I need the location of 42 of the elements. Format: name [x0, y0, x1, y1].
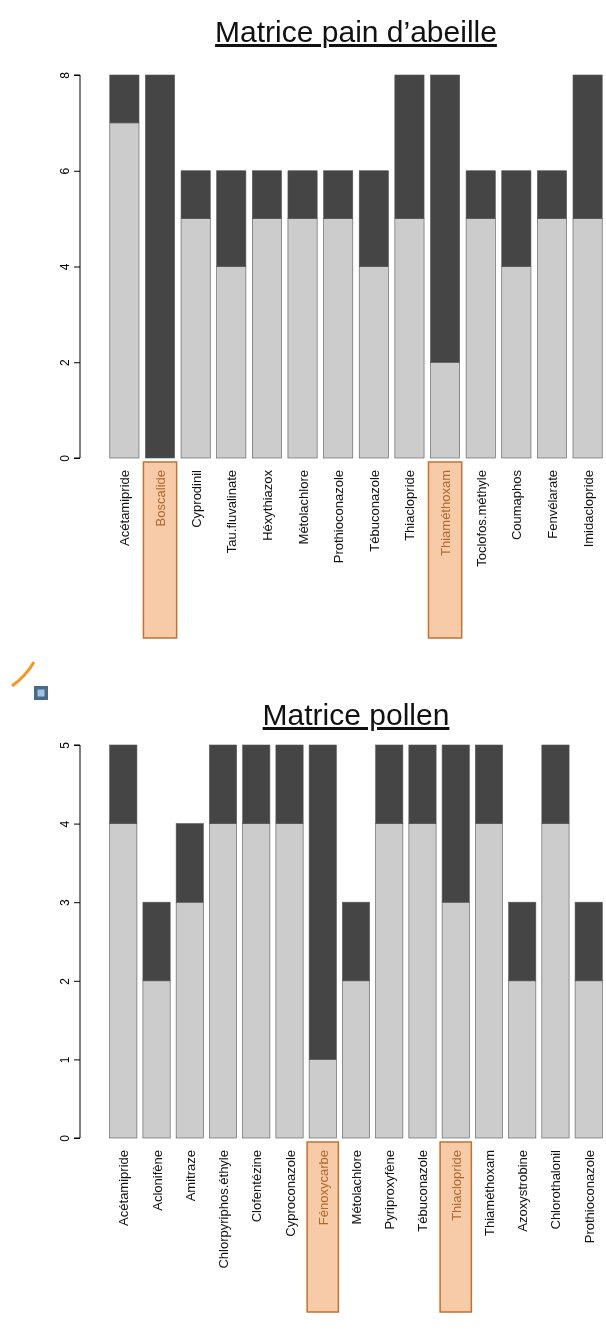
x-tick-label: Cyproconazole: [282, 1150, 298, 1237]
y-tick-label: 1: [58, 1056, 72, 1064]
x-tick-label: Prothioconazole: [331, 470, 347, 564]
x-tick-label: Tébuconazole: [366, 470, 382, 552]
x-tick-label: Thiaclopride: [448, 1150, 464, 1221]
x-tick-label: Coumaphos: [509, 469, 525, 541]
x-tick-label: Boscalide: [153, 470, 169, 527]
x-tick-label: Acétamipride: [117, 470, 133, 546]
x-tick-label: Fenvélarate: [544, 470, 560, 539]
x-tick-label: Héxythiazox: [259, 469, 275, 541]
y-tick-label: 4: [58, 263, 72, 271]
y-tick-label: 3: [58, 899, 72, 907]
x-tick-label: Chlorpyriphos.éthyle: [216, 1150, 232, 1269]
x-tick-label: Métolachlore: [349, 1150, 364, 1225]
x-tick-label: Thiaclopride: [402, 470, 418, 541]
x-tick-label: Pyriproxyfène: [382, 1150, 398, 1230]
x-tick-label: Tau.fluvalinate: [224, 470, 240, 554]
x-tick-label: Azoxystrobine: [515, 1150, 531, 1232]
y-tick-label: 4: [58, 820, 72, 828]
x-tick-label: Thiaméthoxam: [438, 470, 454, 556]
chart-title: Matrice pollen: [262, 698, 450, 731]
x-tick-label: Métolachlore: [295, 470, 311, 545]
y-tick-label: 8: [58, 71, 72, 79]
y-tick-label: 6: [58, 167, 72, 175]
chart-title: Matrice pain d’abeille: [215, 15, 497, 48]
x-tick-label: Cyprodinil: [188, 469, 204, 528]
y-tick-label: 5: [58, 741, 72, 749]
x-tick-label: Acétamipride: [116, 1150, 132, 1226]
y-tick-label: 2: [58, 359, 72, 367]
x-tick-label: Fénoxycarbe: [315, 1150, 331, 1226]
x-tick-label: Toclofos.méthyle: [473, 470, 489, 567]
x-tick-label: Thiaméthoxam: [481, 1150, 497, 1236]
x-tick-label: Chlorothalonil: [548, 1149, 564, 1230]
x-tick-label: Prothioconazole: [581, 1150, 597, 1244]
y-tick-label: 0: [58, 454, 72, 462]
y-tick-label: 2: [58, 977, 72, 985]
x-tick-label: Clofentézine: [249, 1150, 265, 1223]
y-tick-label: 0: [58, 1134, 72, 1142]
x-tick-label: Imidaclopride: [580, 470, 596, 548]
x-tick-label: Tébuconazole: [415, 1150, 431, 1232]
x-tick-label: Amitraze: [182, 1150, 198, 1202]
x-tick-label: Aclonifène: [149, 1150, 165, 1211]
